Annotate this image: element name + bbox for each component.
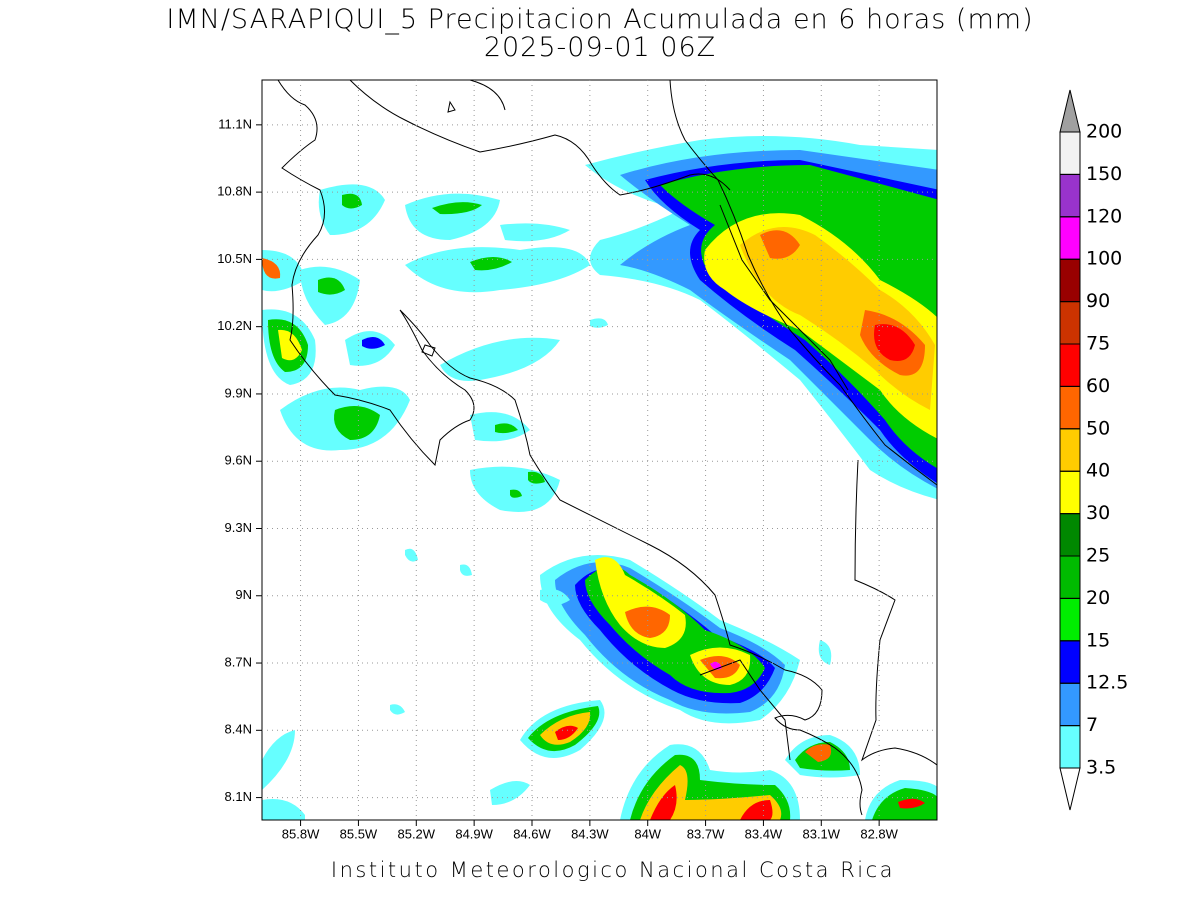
colorbar-label: 25 [1086, 545, 1110, 567]
colorbar-segment [1059, 131, 1081, 175]
colorbar-segment [1059, 725, 1081, 769]
colorbar-label: 15 [1086, 629, 1110, 651]
x-tick-label: 85.8W [282, 826, 320, 841]
colorbar-segment [1059, 682, 1081, 727]
colorbar-segment [1059, 597, 1081, 642]
colorbar-over [1059, 89, 1081, 133]
colorbar-label: 90 [1086, 290, 1110, 312]
colorbar-segment [1059, 470, 1081, 515]
colorbar-label: 60 [1086, 375, 1110, 397]
x-tick-label: 82.8W [860, 826, 898, 841]
subtitle: 2025-09-01 06Z [484, 32, 716, 63]
y-tick-label: 11.1N [218, 116, 252, 131]
y-tick-label: 9.6N [225, 453, 252, 468]
colorbar-label: 30 [1086, 502, 1110, 524]
x-tick-label: 84.9W [455, 826, 493, 841]
y-tick-label: 8.7N [225, 654, 252, 669]
colorbar-label: 200 [1086, 121, 1122, 143]
colorbar-under [1059, 767, 1081, 811]
colorbar-label: 7 [1086, 714, 1098, 736]
precipitation-field [262, 136, 937, 820]
colorbar-segment [1059, 640, 1081, 684]
colorbar-segment [1059, 513, 1081, 557]
colorbar-label: 20 [1086, 587, 1110, 609]
y-tick-label: 10.8N [217, 184, 252, 199]
y-tick-label: 9.9N [225, 385, 252, 400]
y-tick-label: 8.1N [225, 789, 252, 804]
coastlines-borders [277, 79, 938, 816]
colorbar-segment [1059, 173, 1081, 218]
colorbar-segment [1059, 301, 1081, 345]
x-tick-label: 83.1W [802, 826, 840, 841]
colorbar-segment [1059, 385, 1081, 430]
colorbar-segment [1059, 258, 1081, 303]
x-tick-label: 84.6W [513, 826, 551, 841]
colorbar-label: 120 [1086, 205, 1122, 227]
x-tick-label: 83.7W [687, 826, 725, 841]
colorbar-label: 150 [1086, 163, 1122, 185]
colorbar-segment [1059, 428, 1081, 472]
colorbar-label: 50 [1086, 417, 1110, 439]
colorbar-segment [1059, 555, 1081, 599]
x-tick-label: 85.2W [397, 826, 435, 841]
y-tick-label: 8.4N [225, 722, 252, 737]
x-tick-label: 85.5W [340, 826, 378, 841]
footer: Instituto Meteorologico Nacional Costa R… [331, 858, 895, 882]
title: IMN/SARAPIQUI_5 Precipitacion Acumulada … [166, 4, 1033, 35]
y-tick-label: 10.5N [217, 251, 252, 266]
plot-frame [261, 79, 938, 821]
colorbar-label: 12.5 [1086, 672, 1128, 694]
x-tick-label: 84W [634, 826, 661, 841]
y-tick-label: 9N [235, 587, 252, 602]
colorbar-segment [1059, 343, 1081, 387]
colorbar-label: 40 [1086, 460, 1110, 482]
colorbar-label: 75 [1086, 333, 1110, 355]
colorbar-label: 100 [1086, 248, 1122, 270]
y-tick-label: 9.3N [225, 520, 252, 535]
x-tick-label: 84.3W [571, 826, 609, 841]
y-tick-label: 10.2N [217, 318, 252, 333]
colorbar-segment [1059, 216, 1081, 260]
x-tick-label: 83.4W [745, 826, 783, 841]
colorbar-label: 3.5 [1086, 757, 1116, 779]
